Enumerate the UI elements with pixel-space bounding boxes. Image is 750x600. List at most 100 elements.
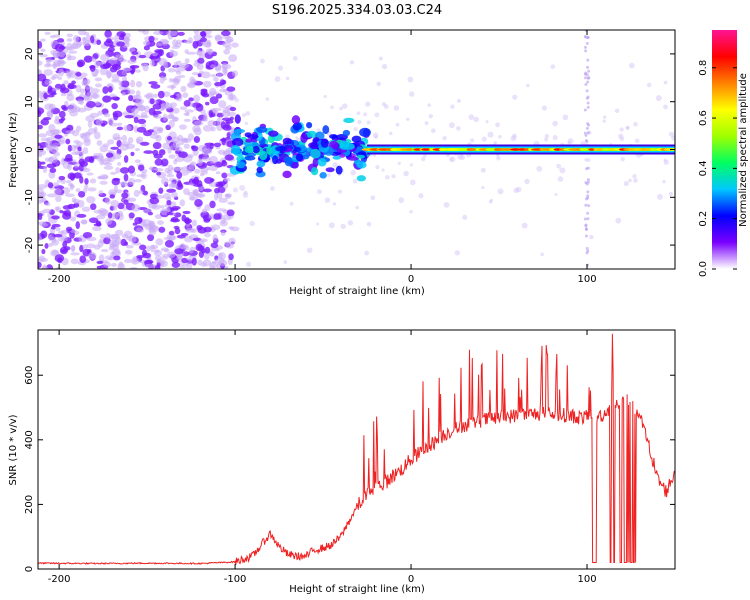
heatmap-cell [81, 206, 91, 212]
heatmap-cell [583, 34, 587, 38]
heatmap-cell [107, 117, 114, 125]
heatmap-cell [74, 150, 81, 156]
heatmap-cell [409, 91, 415, 97]
heatmap-cell [293, 146, 302, 152]
heatmap-cell [86, 196, 96, 204]
heatmap-cell [583, 108, 587, 112]
heatmap-cell [209, 165, 218, 172]
heatmap-cell [663, 104, 668, 110]
heatmap-cell [203, 112, 208, 120]
heatmap-cell [183, 118, 191, 122]
heatmap-cell [221, 137, 226, 146]
heatmap-cell [108, 86, 113, 93]
heatmap-cell [158, 187, 164, 194]
heatmap-cell [138, 190, 144, 194]
heatmap-cell [153, 93, 158, 98]
heatmap-cell [671, 135, 675, 141]
heatmap-cell [66, 53, 72, 61]
heatmap-cell [220, 230, 226, 236]
heatmap-cell [179, 124, 187, 130]
heatmap-cell [160, 205, 165, 209]
heatmap-cell [224, 194, 232, 200]
spectrogram-x-tick-label: 100 [577, 274, 596, 285]
heatmap-cell [55, 227, 61, 232]
heatmap-cell [52, 129, 61, 135]
heatmap-cell [175, 93, 183, 102]
heatmap-cell [210, 242, 219, 249]
heatmap-cell [103, 165, 114, 170]
heatmap-cell [340, 223, 346, 230]
heatmap-cell [222, 177, 231, 182]
heatmap-cell [54, 254, 65, 263]
heatmap-cell [215, 93, 223, 99]
heatmap-cell [260, 58, 265, 64]
heatmap-cell [188, 97, 194, 102]
heatmap-cell [82, 147, 89, 155]
heatmap-cell [117, 210, 124, 217]
heatmap-cell [131, 204, 141, 212]
heatmap-cell [75, 221, 81, 230]
heatmap-cell [226, 86, 236, 92]
heatmap-cell [183, 218, 192, 224]
heatmap-cell [174, 156, 185, 163]
heatmap-cell [234, 114, 241, 124]
heatmap-cell [123, 124, 132, 132]
spectrogram-y-tick-label: -10 [24, 189, 35, 205]
heatmap-cell [124, 241, 129, 246]
heatmap-cell [156, 258, 162, 264]
heatmap-cell [213, 142, 222, 148]
heatmap-cell [151, 126, 162, 134]
heatmap-cell [158, 149, 166, 156]
heatmap-cell [586, 105, 590, 109]
heatmap-cell [183, 112, 190, 116]
heatmap-cell [180, 85, 187, 93]
heatmap-cell [147, 211, 154, 216]
heatmap-cell [585, 139, 589, 143]
heatmap-cell [122, 67, 133, 72]
heatmap-cell [355, 205, 360, 210]
heatmap-cell [245, 111, 251, 116]
heatmap-cell [194, 169, 201, 174]
heatmap-cell [584, 76, 588, 80]
heatmap-cell [41, 248, 46, 255]
heatmap-cell [115, 167, 121, 174]
heatmap-cell [100, 53, 110, 62]
heatmap-cell [144, 223, 153, 231]
heatmap-cell [40, 38, 46, 42]
heatmap-cell [381, 168, 385, 172]
heatmap-cell [172, 140, 180, 149]
heatmap-cell [147, 129, 154, 133]
heatmap-cell [179, 199, 186, 207]
heatmap-cell [229, 116, 234, 121]
heatmap-cell [497, 188, 504, 195]
heatmap-cell [619, 127, 624, 132]
heatmap-cell [97, 239, 104, 248]
heatmap-cell [585, 167, 589, 171]
heatmap-cell [38, 69, 41, 75]
heatmap-cell [164, 102, 173, 110]
heatmap-cell [38, 73, 47, 82]
heatmap-cell [55, 206, 62, 213]
heatmap-cell [193, 34, 202, 42]
heatmap-cell [141, 123, 147, 128]
heatmap-cell [50, 91, 57, 96]
heatmap-cell [64, 193, 75, 198]
heatmap-cell [139, 244, 147, 251]
heatmap-cell [73, 35, 80, 42]
heatmap-cell [66, 71, 72, 79]
heatmap-cell [38, 124, 43, 130]
heatmap-cell [242, 192, 249, 198]
heatmap-cell [397, 161, 401, 165]
heatmap-cell [39, 54, 48, 58]
heatmap-cell [201, 92, 210, 98]
heatmap-cell [109, 243, 115, 249]
heatmap-cell [52, 151, 61, 157]
heatmap-cell [58, 175, 66, 181]
heatmap-cell [215, 183, 224, 188]
heatmap-cell [166, 114, 175, 120]
heatmap-cell [285, 76, 290, 81]
heatmap-cell [306, 122, 313, 129]
heatmap-cell [365, 101, 371, 107]
heatmap-cell [172, 77, 180, 86]
heatmap-cell [512, 94, 518, 100]
